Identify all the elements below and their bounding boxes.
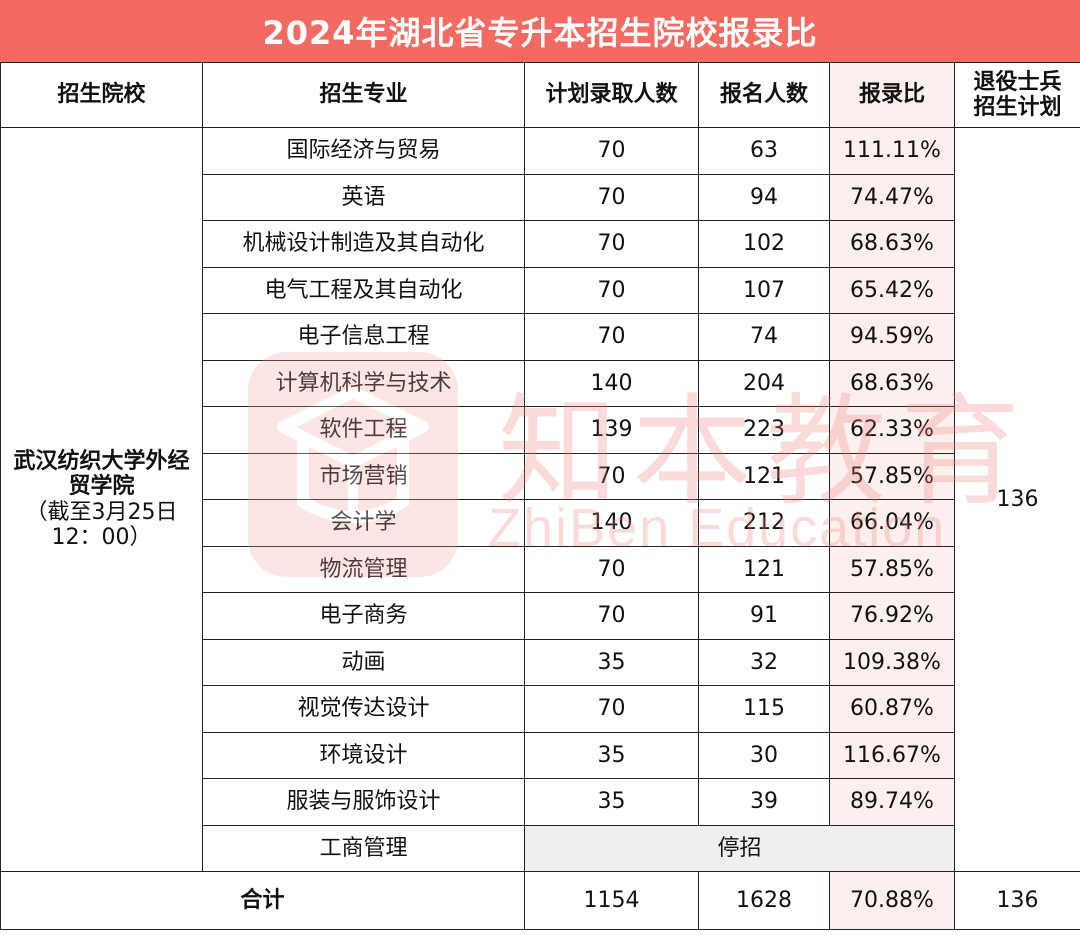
table-row: 计算机科学与技术 140 204 68.63% [1, 359, 1080, 407]
plan-cell: 70 [524, 545, 699, 593]
table-row: 电子商务 70 91 76.92% [1, 592, 1080, 640]
page-title: 2024年湖北省专升本招生院校报录比 [0, 0, 1080, 62]
table-row: 软件工程 139 223 62.33% [1, 406, 1080, 454]
applicants-cell: 121 [698, 545, 830, 593]
plan-cell: 70 [524, 313, 699, 361]
applicants-cell: 63 [698, 127, 830, 175]
ratio-cell: 76.92% [829, 592, 955, 640]
plan-cell: 140 [524, 359, 699, 407]
major-cell: 市场营销 [202, 452, 525, 500]
header-veteran: 退役士兵招生计划 [954, 62, 1080, 128]
major-cell: 环境设计 [202, 731, 525, 779]
header-row: 招生院校 招生专业 计划录取人数 报名人数 报录比 退役士兵招生计划 [0, 62, 1080, 128]
ratio-cell: 57.85% [829, 545, 955, 593]
school-note: （截至3月25日12：00） [25, 499, 178, 550]
header-ratio: 报录比 [829, 62, 955, 128]
plan-cell: 70 [524, 220, 699, 268]
major-cell: 计算机科学与技术 [202, 359, 525, 407]
plan-cell: 70 [524, 266, 699, 314]
applicants-cell: 204 [698, 359, 830, 407]
major-cell: 国际经济与贸易 [202, 127, 525, 175]
major-cell: 动画 [202, 638, 525, 686]
total-applicants: 1628 [698, 871, 830, 930]
plan-cell: 140 [524, 499, 699, 547]
plan-cell: 70 [524, 592, 699, 640]
header-applicants: 报名人数 [698, 62, 830, 128]
table-row: 武汉纺织大学外经贸学院 （截至3月25日12：00） 国际经济与贸易 70 63 111.… [0, 127, 1080, 872]
total-label: 合计 [0, 871, 525, 930]
major-cell: 工商管理 [202, 824, 525, 872]
header-plan: 计划录取人数 [524, 62, 699, 128]
total-ratio: 70.88% [829, 871, 955, 930]
total-plan: 1154 [524, 871, 699, 930]
table-row: 物流管理 70 121 57.85% [1, 545, 1080, 593]
applicants-cell: 212 [698, 499, 830, 547]
plan-cell: 35 [524, 638, 699, 686]
ratio-cell: 60.87% [829, 685, 955, 733]
ratio-cell: 89.74% [829, 778, 955, 826]
major-cell: 电子信息工程 [202, 313, 525, 361]
major-cell: 英语 [202, 173, 525, 221]
major-cell: 服装与服饰设计 [202, 778, 525, 826]
plan-cell: 35 [524, 778, 699, 826]
total-veteran: 136 [954, 871, 1080, 930]
plan-cell: 70 [524, 685, 699, 733]
major-cell: 视觉传达设计 [202, 685, 525, 733]
plan-cell: 70 [524, 127, 699, 175]
header-school: 招生院校 [0, 62, 203, 128]
plan-cell: 70 [524, 173, 699, 221]
plan-cell: 139 [524, 406, 699, 454]
veteran-plan-cell: 136 [954, 127, 1080, 872]
header-veteran-label: 退役士兵招生计划 [973, 69, 1062, 120]
applicants-cell: 91 [698, 592, 830, 640]
table-row: 视觉传达设计 70 115 60.87% [1, 685, 1080, 733]
applicants-cell: 107 [698, 266, 830, 314]
applicants-cell: 30 [698, 731, 830, 779]
table-row: 市场营销 70 121 57.85% [1, 452, 1080, 500]
ratio-cell: 111.11% [829, 127, 955, 175]
table-row: 电气工程及其自动化 70 107 65.42% [1, 266, 1080, 314]
major-cell: 物流管理 [202, 545, 525, 593]
plan-cell: 35 [524, 731, 699, 779]
major-cell: 机械设计制造及其自动化 [202, 220, 525, 268]
total-row: 合计 1154 1628 70.88% 136 [0, 871, 1080, 930]
ratio-cell: 57.85% [829, 452, 955, 500]
major-cell: 电子商务 [202, 592, 525, 640]
ratio-cell: 62.33% [829, 406, 955, 454]
applicants-cell: 39 [698, 778, 830, 826]
applicants-cell: 115 [698, 685, 830, 733]
table-row: 英语 70 94 74.47% [1, 173, 1080, 221]
ratio-cell: 68.63% [829, 220, 955, 268]
ratio-cell: 74.47% [829, 173, 955, 221]
table-row-suspended: 工商管理 停招 [1, 824, 1080, 872]
table-row: 电子信息工程 70 74 94.59% [1, 313, 1080, 361]
ratio-table: 招生院校 招生专业 计划录取人数 报名人数 报录比 退役士兵招生计划 武汉纺织大… [0, 62, 1080, 930]
table-row: 服装与服饰设计 35 39 89.74% [1, 778, 1080, 826]
school-cell: 武汉纺织大学外经贸学院 （截至3月25日12：00） [0, 127, 203, 872]
major-cell: 软件工程 [202, 406, 525, 454]
ratio-cell: 94.59% [829, 313, 955, 361]
applicants-cell: 74 [698, 313, 830, 361]
suspended-status-cell: 停招 [524, 824, 955, 872]
applicants-cell: 102 [698, 220, 830, 268]
table-row: 机械设计制造及其自动化 70 102 68.63% [1, 220, 1080, 268]
table-row: 动画 35 32 109.38% [1, 638, 1080, 686]
school-name: 武汉纺织大学外经贸学院 [13, 448, 190, 500]
header-major: 招生专业 [202, 62, 525, 128]
applicants-cell: 32 [698, 638, 830, 686]
plan-cell: 70 [524, 452, 699, 500]
applicants-cell: 121 [698, 452, 830, 500]
table-row: 会计学 140 212 66.04% [1, 499, 1080, 547]
ratio-cell: 66.04% [829, 499, 955, 547]
major-cell: 会计学 [202, 499, 525, 547]
applicants-cell: 223 [698, 406, 830, 454]
ratio-cell: 116.67% [829, 731, 955, 779]
major-cell: 电气工程及其自动化 [202, 266, 525, 314]
ratio-cell: 109.38% [829, 638, 955, 686]
ratio-cell: 65.42% [829, 266, 955, 314]
applicants-cell: 94 [698, 173, 830, 221]
ratio-cell: 68.63% [829, 359, 955, 407]
